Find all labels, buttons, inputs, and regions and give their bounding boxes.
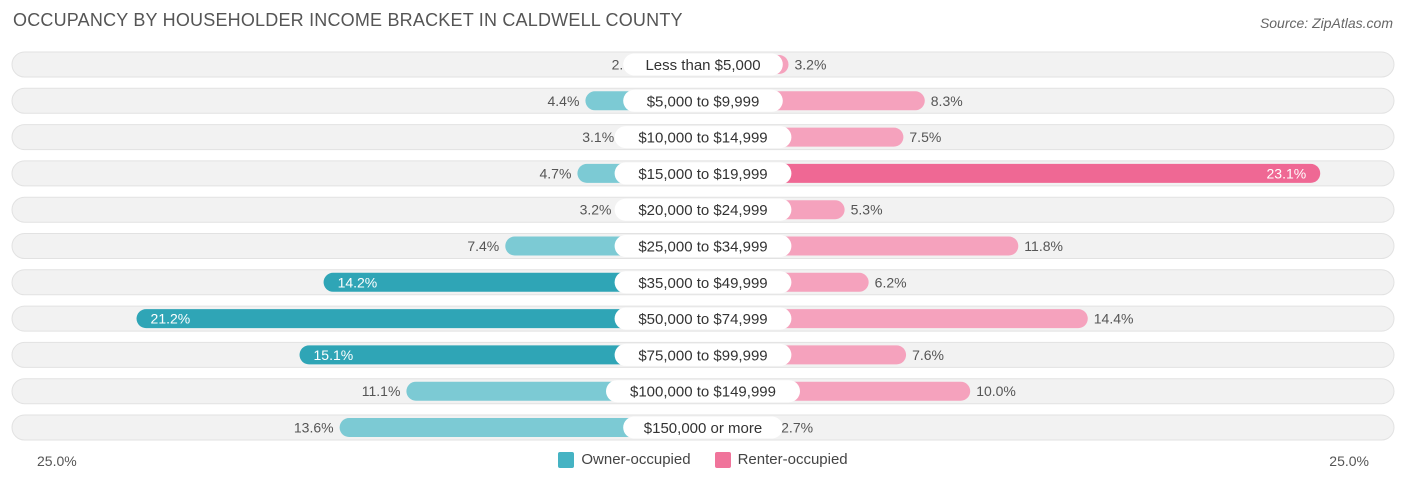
category-label-background [606,380,800,403]
renter-bar [703,309,1088,329]
category-label: $25,000 to $34,999 [638,239,767,256]
chart-title: OCCUPANCY BY HOUSEHOLDER INCOME BRACKET … [13,10,683,30]
renter-value-label: 23.1% [1267,165,1307,181]
category-label: $100,000 to $149,999 [630,384,776,401]
renter-value-label: 10.0% [976,383,1016,399]
category-label-background [623,53,783,76]
owner-value-label: 3.2% [580,202,612,218]
owner-value-label: 15.1% [314,347,354,363]
renter-bar [703,163,1321,183]
category-label: $10,000 to $14,999 [638,130,767,147]
category-label-background [614,271,792,294]
category-label-background [614,126,792,149]
renter-value-label: 11.8% [1024,238,1063,254]
legend-label-renter: Renter-occupied [737,451,848,468]
category-label: $20,000 to $24,999 [638,202,767,219]
owner-value-label: 3.1% [582,129,614,145]
owner-value-label: 4.7% [539,165,571,181]
owner-value-label: 14.2% [338,274,378,290]
category-label: Less than $5,000 [645,57,760,74]
renter-value-label: 7.5% [909,129,941,145]
renter-value-label: 5.3% [851,202,883,218]
legend: Owner-occupied Renter-occupied [0,451,1406,468]
legend-label-owner: Owner-occupied [581,451,691,468]
category-label: $75,000 to $99,999 [638,347,767,364]
owner-bar [323,272,703,292]
renter-value-label: 6.2% [875,274,907,290]
category-label-background [614,343,792,366]
category-label: $50,000 to $74,999 [638,311,767,328]
legend-swatch-owner [558,451,575,468]
category-label-background [614,307,792,330]
category-label-background [623,89,783,112]
legend-item-renter[interactable]: Renter-occupied [714,451,848,468]
source-credit: Source: ZipAtlas.com [1259,15,1393,31]
renter-value-label: 8.3% [931,93,963,109]
legend-swatch-renter [714,451,731,468]
owner-bar [299,345,703,365]
owner-bar [136,309,703,329]
category-label: $15,000 to $19,999 [638,166,767,183]
category-label: $5,000 to $9,999 [647,93,760,110]
category-label: $150,000 or more [644,420,762,437]
axis-right-label: 25.0% [1329,453,1369,469]
legend-item-owner[interactable]: Owner-occupied [558,451,691,468]
owner-value-label: 13.6% [294,420,334,436]
category-label-background [614,198,792,221]
category-label: $35,000 to $49,999 [638,275,767,292]
renter-value-label: 14.4% [1094,311,1134,327]
renter-value-label: 7.6% [912,347,944,363]
owner-value-label: 21.2% [151,311,191,327]
category-label-background [614,162,792,185]
category-label-background [623,416,783,439]
category-label-background [614,235,792,257]
axis-left-label: 25.0% [37,453,77,469]
renter-value-label: 3.2% [795,57,827,73]
renter-value-label: 2.7% [781,420,813,436]
owner-value-label: 7.4% [467,238,499,254]
owner-bar [339,418,703,437]
owner-value-label: 11.1% [362,383,401,399]
owner-value-label: 4.4% [548,93,580,109]
